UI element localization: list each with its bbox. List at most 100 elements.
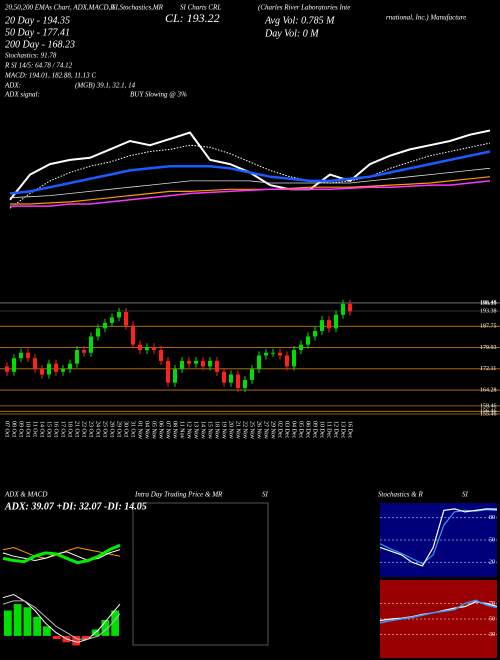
macd-bar xyxy=(111,610,119,636)
date-label: 11 Dec xyxy=(326,421,332,438)
date-label: 31 Oct xyxy=(130,421,136,437)
price-label: 196.48 xyxy=(480,300,497,306)
macd-bar xyxy=(13,604,22,636)
date-label: 12 Nov xyxy=(186,421,192,439)
date-label: 30 Oct xyxy=(123,421,129,437)
panel-subtitle: ADX: 39.07 +DI: 32.07 -DI: 14.05 xyxy=(4,501,147,512)
date-label: 15 Oct xyxy=(46,421,52,437)
candle-body xyxy=(61,369,65,372)
date-label: 05 Nov xyxy=(151,421,157,439)
date-label: 18 Nov xyxy=(214,421,220,439)
date-label: 06 Dec xyxy=(305,421,311,438)
candle-body xyxy=(159,350,163,361)
candle-body xyxy=(271,352,275,354)
date-label: 04 Dec xyxy=(291,421,297,438)
price-label: 158.46 xyxy=(480,403,497,409)
date-label: 15 Nov xyxy=(207,421,213,439)
series-line xyxy=(10,180,491,207)
candle-body xyxy=(110,317,114,323)
candle-body xyxy=(243,379,247,389)
macd-bar xyxy=(33,616,41,636)
date-label: 09 Dec xyxy=(312,421,318,438)
close-price: CL: 193.22 xyxy=(165,11,220,25)
candle-body xyxy=(201,360,205,367)
date-label: 09 Oct xyxy=(18,421,24,437)
date-label: 10 Dec xyxy=(319,421,325,438)
candle-body xyxy=(82,350,86,353)
panel-title: SI xyxy=(262,491,269,499)
day-volume: Day Vol: 0 M xyxy=(264,28,319,39)
panel-title: SI xyxy=(462,491,469,499)
macd: MACD: 194.01, 182.88, 11.13 C xyxy=(4,72,96,80)
macd-bar xyxy=(23,607,32,636)
date-label: 12 Dec xyxy=(333,421,339,438)
date-label: 13 Dec xyxy=(340,421,346,438)
series-line xyxy=(9,167,491,199)
series-line xyxy=(379,508,498,567)
candle-body xyxy=(47,363,51,375)
date-label: 20 Nov xyxy=(228,421,234,439)
date-label: 05 Dec xyxy=(298,421,304,438)
series-line xyxy=(9,142,491,209)
date-label: 21 Oct xyxy=(74,421,80,437)
date-label: 26 Nov xyxy=(256,421,262,439)
date-label: 25 Oct xyxy=(102,421,108,437)
date-label: 18 Oct xyxy=(67,421,73,437)
header-text: SI,Stochastics,MR xyxy=(112,4,164,12)
y-tick-label: 20 xyxy=(489,560,495,566)
candle-body xyxy=(138,344,142,351)
candle-body xyxy=(103,322,107,329)
series-line xyxy=(379,509,498,565)
macd-bar xyxy=(52,635,61,640)
y-tick-label: 50 xyxy=(489,616,495,622)
panel-title: Intra Day Trading Price & MR xyxy=(134,491,223,499)
date-label: 14 Nov xyxy=(200,421,206,439)
adx-value: (MGB) 39.1, 32.1, 14 xyxy=(75,82,136,90)
candle-body xyxy=(152,347,156,351)
candle-body xyxy=(145,347,149,351)
date-label: 04 Nov xyxy=(144,421,150,439)
date-label: 21 Nov xyxy=(235,421,241,439)
date-label: 06 Nov xyxy=(158,421,164,439)
candle-body xyxy=(313,331,317,337)
date-label: 07 Oct xyxy=(4,421,10,437)
date-label: 22 Oct xyxy=(81,421,87,437)
candle-body xyxy=(187,360,191,364)
company-name: rnational, Inc.) Manufacture xyxy=(386,14,466,22)
stochastics: Stochastics: 91.78 xyxy=(5,52,57,60)
price-label: 172.11 xyxy=(480,366,496,372)
ema-200: 200 Day - 168.23 xyxy=(5,39,75,50)
candle-body xyxy=(208,360,212,367)
candle-body xyxy=(334,314,338,329)
candle-body xyxy=(299,344,303,351)
date-label: 01 Nov xyxy=(137,421,143,439)
header-text: SI Charts CRL xyxy=(180,4,221,12)
date-label: 29 Oct xyxy=(116,421,122,437)
date-label: 17 Oct xyxy=(60,421,66,437)
candle-body xyxy=(236,374,240,389)
date-label: 14 Oct xyxy=(39,421,45,437)
date-label: 23 Oct xyxy=(88,421,94,437)
candle-body xyxy=(285,355,289,367)
company-name: (Charles River Laboratories Inte xyxy=(258,4,350,12)
candle-body xyxy=(306,336,310,345)
price-label: 196.13 xyxy=(480,301,497,307)
date-label: 25 Nov xyxy=(249,421,255,439)
adx-label: ADX: xyxy=(4,82,21,90)
candle-body xyxy=(264,352,268,356)
y-tick-label: 50 xyxy=(489,537,495,543)
date-label: 08 Oct xyxy=(11,421,17,437)
series-line xyxy=(2,543,121,565)
candle-body xyxy=(124,312,128,326)
candle-body xyxy=(131,325,135,345)
candle-body xyxy=(250,369,254,380)
candle-body xyxy=(180,360,184,370)
candle-body xyxy=(26,352,30,359)
candle-body xyxy=(257,355,261,370)
candle-body xyxy=(348,303,352,312)
macd-bar xyxy=(4,610,12,636)
date-label: 03 Dec xyxy=(284,421,290,438)
date-label: 24 Oct xyxy=(95,421,101,437)
candle-body xyxy=(327,320,331,329)
